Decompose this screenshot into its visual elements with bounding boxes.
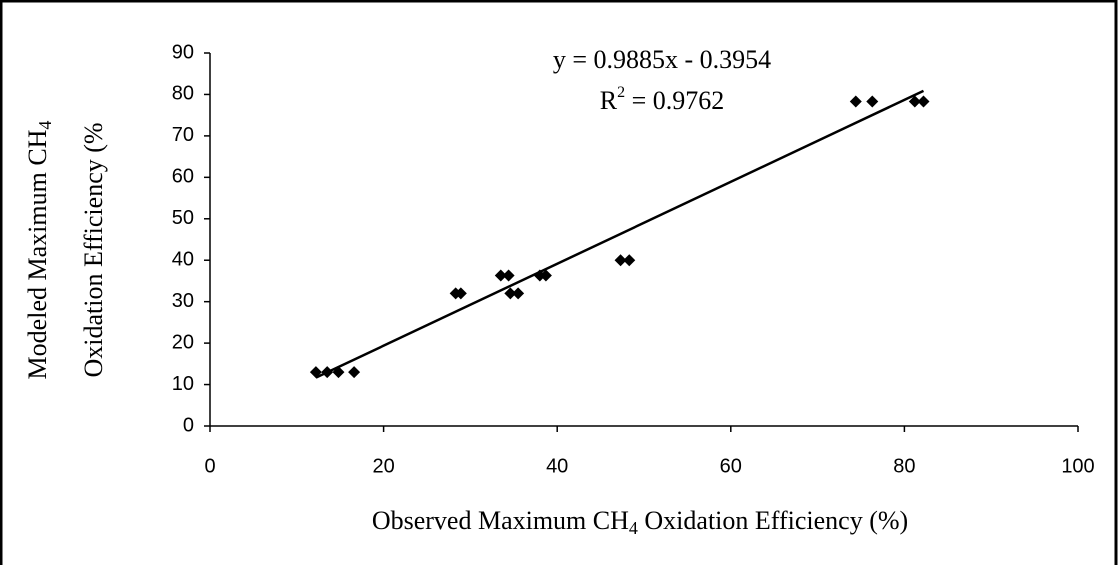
point [494,269,507,282]
y-tick-label: 80 [172,83,194,105]
y-tick-label: 60 [172,166,194,188]
y-tick-label: 40 [172,249,194,271]
trend-line [315,89,925,379]
point [504,287,517,300]
x-axis-label: Observed Maximum CH4 Oxidation Efficienc… [372,506,908,538]
x-label-part: 4 [629,518,638,538]
x-tick-label: 60 [720,455,742,477]
r-squared-part: = 0.9762 [625,86,724,115]
point [917,95,930,108]
x-tick-label: 20 [372,455,394,477]
y-tick-label: 50 [172,207,194,229]
x-tick-label: 40 [546,455,568,477]
r-squared: R2 = 0.9762 [600,84,725,115]
point [321,366,334,379]
y-label-part: 4 [35,121,55,130]
point [849,95,862,108]
r-squared-part: 2 [617,84,625,101]
y-tick-label: 30 [172,290,194,312]
point [623,254,636,267]
y-tick-label: 20 [172,331,194,353]
point [908,95,921,108]
x-label-part: Observed Maximum CH [372,506,629,535]
point [614,254,627,267]
y-tick-label: 0 [183,414,194,436]
x-tick-label: 80 [893,455,915,477]
x-label-part: Oxidation Efficiency (%) [638,506,908,535]
point [454,287,467,300]
x-tick-label: 100 [1061,455,1094,477]
point [512,287,525,300]
point [309,366,322,379]
point [332,366,345,379]
y-tick-label: 70 [172,124,194,146]
point [533,269,546,282]
y-tick-label: 90 [172,41,194,63]
point [502,269,515,282]
r-squared-part: R [600,86,618,115]
y-tick-label: 10 [172,373,194,395]
y-axis-label: Oxidation Efficiency (% [79,122,108,377]
point [539,269,552,282]
trend-equation: y = 0.9885x - 0.3954 [553,45,771,74]
x-tick-label: 0 [204,455,215,477]
y-label-part: Modeled Maximum CH [23,129,52,379]
point [348,366,361,379]
y-axis-label: Modeled Maximum CH4 [23,121,55,380]
point [866,95,879,108]
